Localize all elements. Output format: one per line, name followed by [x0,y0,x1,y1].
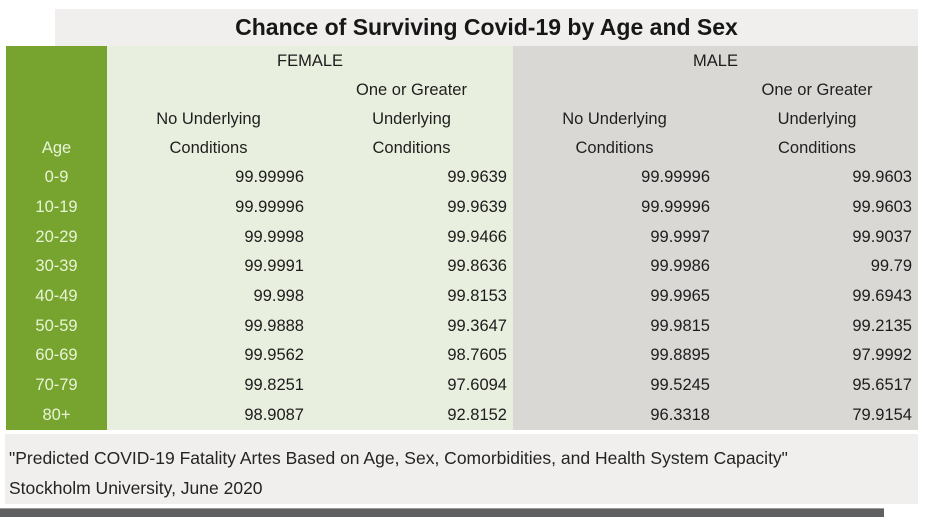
value-cell: 99.9639 [310,163,513,193]
age-cell: 0-9 [6,163,107,193]
value-cell: 95.6517 [716,370,918,401]
value-cell: 99.9991 [107,251,310,282]
value-cell: 99.9888 [107,311,310,341]
value-cell: 97.9992 [716,340,918,371]
value-cell: 96.3318 [513,400,716,430]
value-cell: 92.8152 [310,400,513,430]
value-cell: 99.79 [716,251,918,282]
value-cell: 98.9087 [107,400,310,430]
column-header: Conditions [513,134,716,163]
female-group-header: FEMALE [107,46,513,76]
value-cell: 99.9998 [107,222,310,252]
value-cell: 99.99996 [513,163,716,193]
value-cell: 99.9037 [716,222,918,252]
footer-citation: "Predicted COVID-19 Fatality Artes Based… [9,448,788,468]
value-cell: 99.99996 [107,192,310,223]
column-header: Conditions [310,134,513,163]
value-cell: 99.2135 [716,311,918,341]
column-header: Conditions [716,134,918,163]
bottom-bar [0,508,884,517]
value-cell: 99.9603 [716,192,918,223]
column-header [107,76,310,105]
value-cell: 99.9965 [513,281,716,312]
column-header: One or Greater [716,76,918,105]
value-cell: 99.9986 [513,251,716,282]
age-cell: 20-29 [6,222,107,252]
survival-table: FEMALE MALE One or Greater One or Greate… [6,46,918,430]
age-cell: 50-59 [6,311,107,341]
age-column-header: Age [6,134,107,163]
age-column-header-spacer [6,105,107,134]
age-cell: 70-79 [6,370,107,401]
value-cell: 98.7605 [310,340,513,371]
value-cell: 99.3647 [310,311,513,341]
age-cell: 10-19 [6,192,107,223]
value-cell: 97.6094 [310,370,513,401]
value-cell: 99.9603 [716,163,918,193]
page-title: Chance of Surviving Covid-19 by Age and … [235,14,738,40]
column-header: No Underlying [513,105,716,134]
value-cell: 99.8636 [310,251,513,282]
value-cell: 99.998 [107,281,310,312]
value-cell: 99.8895 [513,340,716,371]
value-cell: 99.9815 [513,311,716,341]
column-header [513,76,716,105]
value-cell: 99.6943 [716,281,918,312]
footer-source: Stockholm University, June 2020 [9,478,263,498]
value-cell: 99.8251 [107,370,310,401]
value-cell: 99.99996 [513,192,716,223]
age-column-header-spacer [6,46,107,76]
value-cell: 99.9997 [513,222,716,252]
column-header: One or Greater [310,76,513,105]
footer-citation-block: "Predicted COVID-19 Fatality Artes Based… [5,434,918,504]
value-cell: 99.5245 [513,370,716,401]
value-cell: 99.99996 [107,163,310,193]
column-header: Conditions [107,134,310,163]
column-header: Underlying [310,105,513,134]
age-cell: 80+ [6,400,107,430]
age-cell: 30-39 [6,251,107,282]
age-cell: 40-49 [6,281,107,312]
male-group-header: MALE [513,46,918,76]
value-cell: 79.9154 [716,400,918,430]
value-cell: 99.8153 [310,281,513,312]
value-cell: 99.9639 [310,192,513,223]
age-cell: 60-69 [6,340,107,371]
age-column-header-spacer [6,76,107,105]
column-header: Underlying [716,105,918,134]
column-header: No Underlying [107,105,310,134]
value-cell: 99.9466 [310,222,513,252]
value-cell: 99.9562 [107,340,310,371]
title-band: Chance of Surviving Covid-19 by Age and … [55,9,918,46]
